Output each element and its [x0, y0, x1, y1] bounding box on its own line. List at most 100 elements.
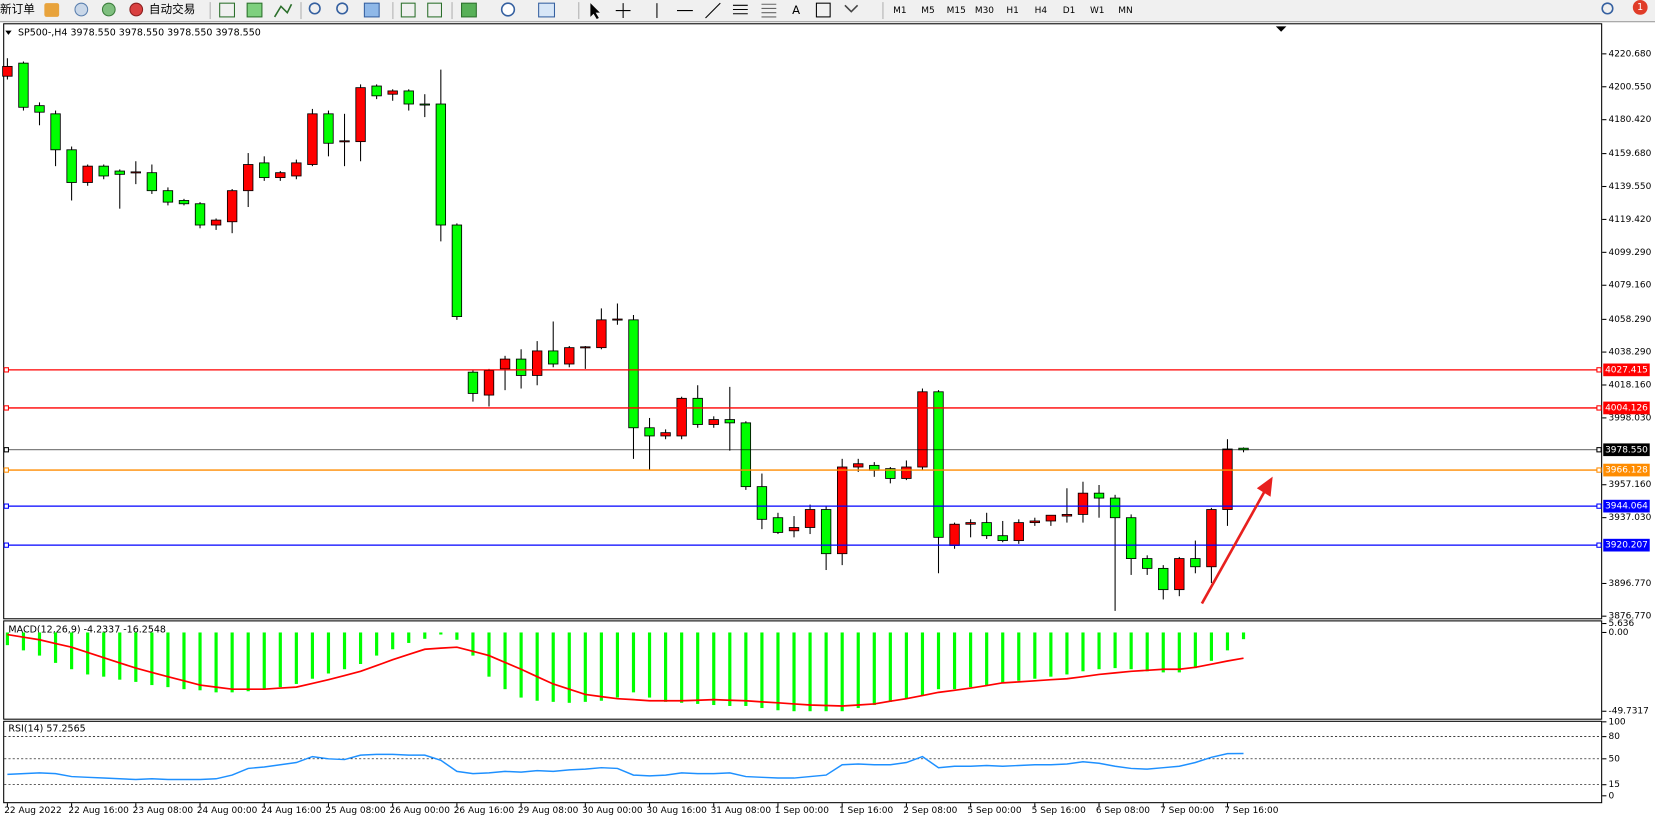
level-tag: [1603, 443, 1650, 457]
trendline-icon[interactable]: [705, 2, 721, 19]
shift-icon[interactable]: [427, 2, 443, 18]
macd-bar: [664, 632, 668, 702]
candle-body: [933, 391, 944, 538]
candle-body: [1093, 492, 1105, 499]
timeframe-button[interactable]: M15: [947, 6, 966, 16]
notification-count: 1: [1637, 2, 1643, 13]
candle-body: [403, 90, 414, 105]
crosshair-icon[interactable]: [615, 3, 631, 18]
x-tick-label: 23 Aug 08:00: [133, 806, 194, 816]
candle-chart-icon[interactable]: [246, 2, 263, 18]
macd-bar: [70, 632, 74, 670]
macd-bar: [1177, 632, 1181, 673]
candle-body: [612, 318, 623, 321]
candle-body: [243, 164, 254, 192]
timeframe-button[interactable]: MN: [1118, 6, 1132, 16]
macd-bar: [599, 632, 603, 701]
y-tick-label: 4018.160: [1609, 380, 1652, 390]
candle-body: [259, 162, 270, 179]
cursor-icon[interactable]: [590, 3, 600, 20]
macd-bar: [1049, 632, 1053, 677]
level-handle: [1596, 447, 1602, 453]
tile-icon[interactable]: [363, 2, 380, 18]
candle-body: [483, 370, 495, 396]
y-tick-label: 80: [1609, 732, 1621, 742]
auto-trading-icon[interactable]: [129, 2, 144, 17]
text-tool[interactable]: A: [792, 3, 800, 17]
zoom-in-icon[interactable]: [308, 2, 321, 15]
candle-body: [1125, 517, 1137, 559]
y-tick-label: 4139.550: [1609, 182, 1652, 192]
candle-body: [50, 113, 61, 151]
level-handle: [1596, 467, 1602, 473]
macd-bar: [1017, 632, 1021, 681]
new-order-button[interactable]: 新订单: [0, 2, 35, 16]
timeframe-button[interactable]: H1: [1006, 6, 1018, 16]
level-tag: [1603, 538, 1650, 552]
y-tick-label: 4180.420: [1609, 115, 1652, 125]
macd-pane: [3, 620, 1603, 720]
shift-marker: [1275, 26, 1287, 32]
macd-bar: [375, 632, 379, 656]
candle-body: [146, 172, 158, 192]
templates-icon[interactable]: [538, 2, 556, 18]
y-tick-label: 4220.680: [1609, 49, 1652, 59]
macd-bar: [1081, 632, 1085, 672]
y-tick-label: 3896.770: [1609, 579, 1652, 589]
macd-bar: [776, 632, 780, 711]
toolbar-icon[interactable]: [74, 2, 89, 17]
y-tick-label: 3876.770: [1609, 612, 1652, 622]
level-handle: [3, 542, 9, 548]
line-chart-icon[interactable]: [273, 3, 293, 18]
symbol-menu-icon[interactable]: [5, 30, 12, 35]
timeframe-button[interactable]: H4: [1035, 6, 1048, 16]
level-handle: [3, 503, 9, 509]
macd-bar: [1097, 632, 1101, 670]
candle-body: [531, 350, 543, 376]
timeframe-button[interactable]: M30: [975, 6, 994, 16]
candle-body: [162, 190, 174, 203]
candle-body: [676, 397, 687, 437]
candle-body: [740, 422, 752, 488]
toolbar-icon[interactable]: [101, 2, 116, 17]
zoom-out-icon[interactable]: [336, 2, 349, 15]
candle-body: [515, 358, 527, 376]
indicators-icon[interactable]: [461, 2, 477, 18]
timeframe-button[interactable]: M5: [921, 6, 934, 16]
candle-body: [628, 319, 639, 429]
candle-body: [178, 200, 190, 205]
level-handle: [3, 447, 9, 453]
periods-icon[interactable]: [500, 2, 516, 17]
macd-bar: [246, 632, 250, 692]
y-tick-label: 4038.290: [1609, 348, 1652, 358]
macd-bar: [615, 632, 620, 698]
macd-bar: [1241, 632, 1246, 640]
macd-bar: [1129, 632, 1133, 670]
timeframe-button[interactable]: W1: [1090, 6, 1105, 16]
x-tick-label: 6 Sep 08:00: [1096, 806, 1150, 816]
macd-bar: [647, 632, 652, 698]
timeframe-button[interactable]: M1: [893, 6, 906, 16]
scroll-icon[interactable]: [400, 2, 416, 18]
macd-signal: [7, 633, 1244, 707]
candle-body: [371, 85, 382, 97]
notification-badge[interactable]: [1632, 0, 1648, 15]
macd-bar: [214, 632, 218, 693]
arrows-icon[interactable]: [844, 4, 859, 13]
level-handle: [1596, 542, 1602, 548]
candle-body: [917, 391, 928, 468]
annotation-arrow: [1200, 487, 1268, 605]
toolbar-icon[interactable]: [44, 3, 60, 17]
timeframe-button[interactable]: D1: [1063, 6, 1076, 16]
candle-body: [853, 463, 864, 468]
candle-body: [307, 113, 318, 165]
channel-icon[interactable]: [732, 4, 748, 15]
search-icon[interactable]: [1601, 2, 1614, 15]
fibonacci-icon[interactable]: [761, 3, 777, 18]
macd-bar: [680, 632, 684, 703]
candle-body: [34, 105, 45, 113]
candle-body: [18, 62, 29, 108]
bar-chart-icon[interactable]: [219, 2, 235, 18]
auto-trading-button[interactable]: 自动交易: [149, 2, 195, 16]
label-tool[interactable]: [815, 2, 831, 18]
